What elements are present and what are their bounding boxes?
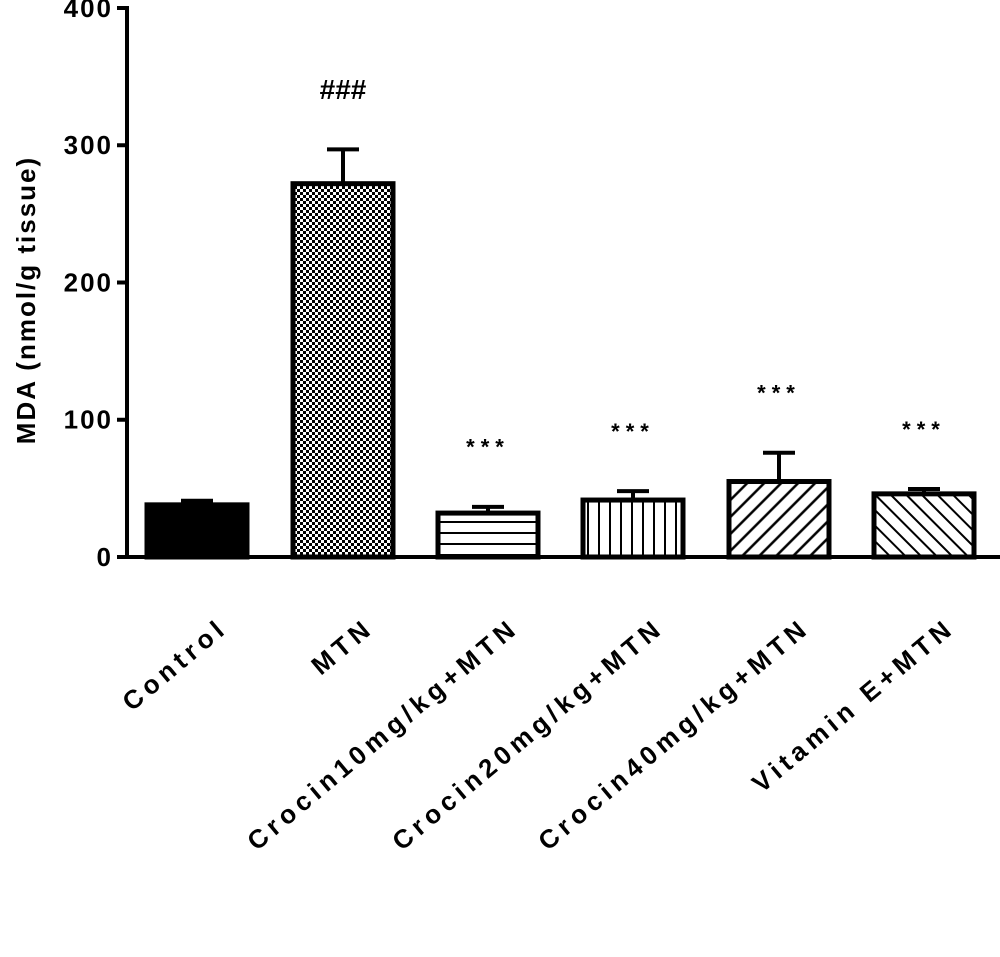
y-tick-label: 400 — [64, 0, 113, 23]
annotation: *** — [466, 435, 510, 460]
annotation: *** — [611, 419, 655, 444]
x-tick-label: Control — [116, 612, 233, 717]
bar — [726, 479, 832, 560]
annotation: *** — [902, 417, 946, 442]
y-tick-label: 0 — [97, 542, 113, 572]
y-tick-label: 100 — [64, 405, 113, 435]
annotation: *** — [757, 381, 801, 406]
bar — [290, 181, 396, 560]
x-tick-label: Crocin10mg/kg+MTN — [241, 612, 524, 856]
annotation: ### — [320, 74, 367, 105]
y-axis-label: MDA (nmol/g tissue) — [11, 156, 41, 444]
y-tick-label: 300 — [64, 130, 113, 160]
x-tick-label: MTN — [305, 612, 379, 681]
bar — [144, 502, 250, 560]
x-tick-label: Crocin40mg/kg+MTN — [532, 612, 815, 856]
bar — [435, 510, 541, 560]
y-tick-label: 200 — [64, 267, 113, 297]
bar — [871, 491, 977, 560]
x-tick-label: Crocin20mg/kg+MTN — [386, 612, 669, 856]
bar — [580, 497, 686, 560]
